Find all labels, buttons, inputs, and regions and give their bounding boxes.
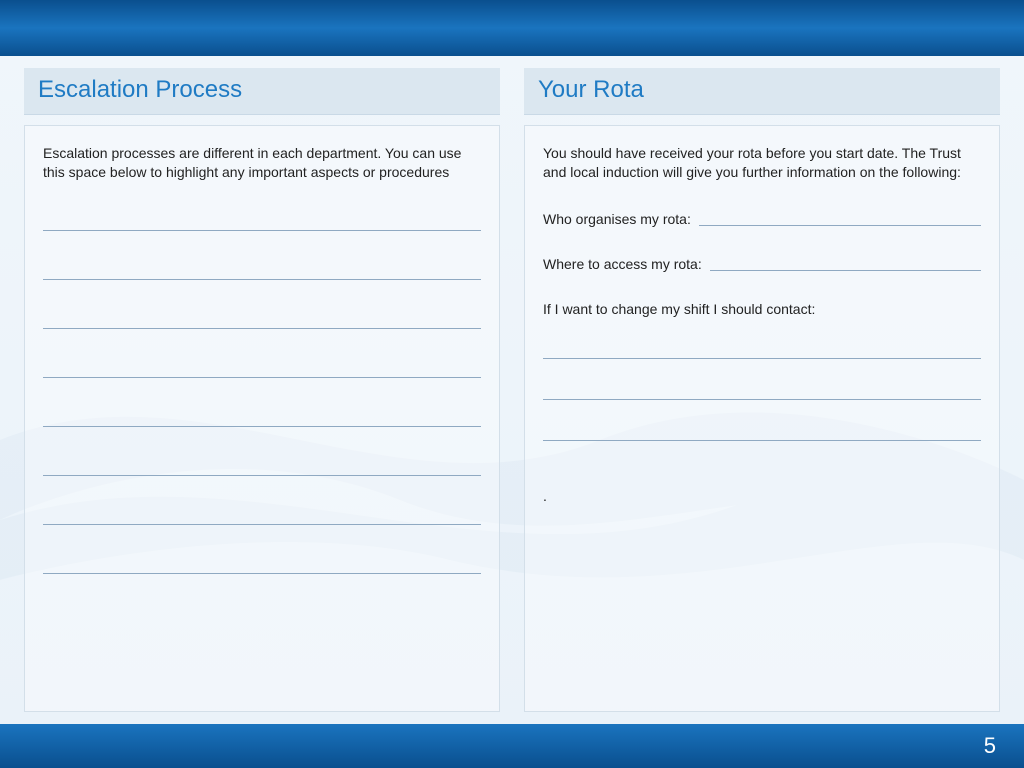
field-label-organises: Who organises my rota: [543, 210, 691, 229]
escalation-body: Escalation processes are different in ea… [24, 125, 500, 712]
rota-intro: You should have received your rota befor… [543, 144, 981, 182]
rota-header: Your Rota [524, 68, 1000, 115]
rota-body: You should have received your rota befor… [524, 125, 1000, 712]
blank-line [543, 399, 981, 400]
rota-field-access: Where to access my rota: [543, 255, 981, 274]
rota-panel: Your Rota You should have received your … [524, 68, 1000, 712]
rota-field-organises: Who organises my rota: [543, 210, 981, 229]
page-number: 5 [984, 733, 996, 759]
content-area: Escalation Process Escalation processes … [24, 68, 1000, 712]
trailing-dot: . [543, 487, 981, 506]
escalation-panel: Escalation Process Escalation processes … [24, 68, 500, 712]
blank-line [43, 279, 481, 280]
top-band [0, 0, 1024, 56]
blank-line [43, 230, 481, 231]
blank-line [543, 358, 981, 359]
blank-line [43, 328, 481, 329]
rota-title: Your Rota [538, 76, 986, 104]
field-line [710, 270, 981, 271]
bottom-band: 5 [0, 724, 1024, 768]
blank-line [43, 573, 481, 574]
escalation-header: Escalation Process [24, 68, 500, 115]
blank-line [43, 475, 481, 476]
blank-line [543, 440, 981, 441]
blank-line [43, 426, 481, 427]
field-label-change-shift: If I want to change my shift I should co… [543, 300, 981, 319]
blank-line [43, 524, 481, 525]
field-line [699, 225, 981, 226]
escalation-intro: Escalation processes are different in ea… [43, 144, 481, 182]
field-label-access: Where to access my rota: [543, 255, 702, 274]
escalation-title: Escalation Process [38, 76, 486, 104]
blank-line [43, 377, 481, 378]
slide-page: Escalation Process Escalation processes … [0, 0, 1024, 768]
